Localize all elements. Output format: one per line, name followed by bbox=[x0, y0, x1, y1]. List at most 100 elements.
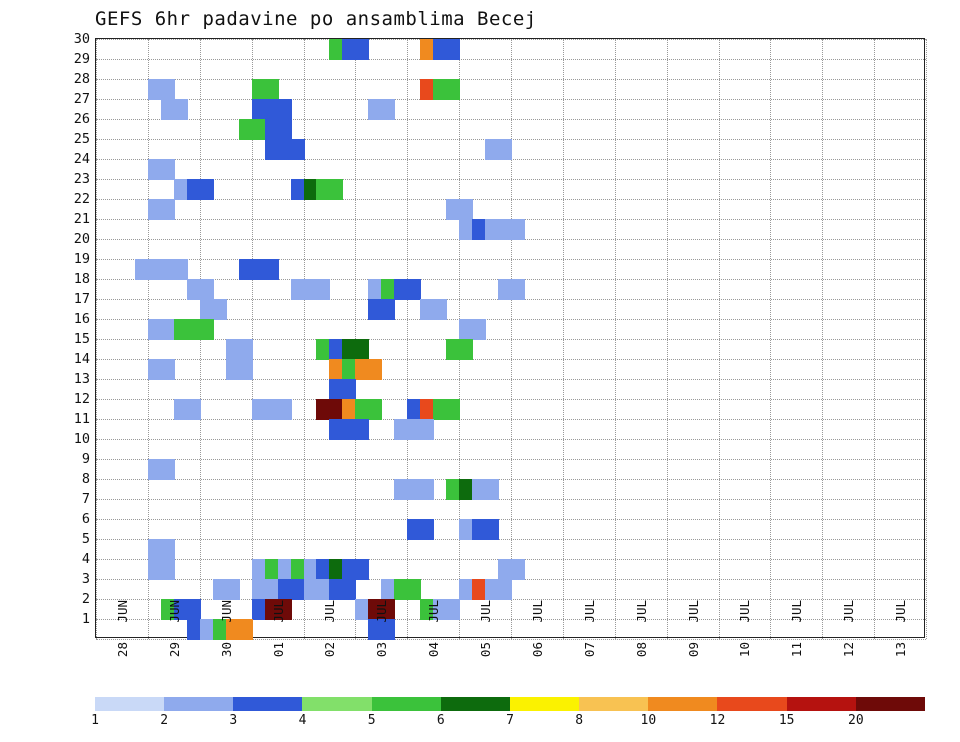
heatmap-cell bbox=[394, 579, 421, 600]
heatmap-cell bbox=[329, 379, 356, 400]
heatmap-cell bbox=[472, 519, 499, 540]
heatmap-cell bbox=[316, 179, 343, 200]
x-tick-date-label: 07 bbox=[582, 642, 596, 657]
horizontal-gridline bbox=[96, 379, 926, 380]
y-tick-label: 4 bbox=[48, 551, 90, 567]
heatmap-cell bbox=[148, 559, 175, 580]
horizontal-gridline bbox=[96, 539, 926, 540]
x-tick-date-label: 29 bbox=[167, 642, 181, 657]
horizontal-gridline bbox=[96, 519, 926, 520]
horizontal-gridline bbox=[96, 119, 926, 120]
chart-title: GEFS 6hr padavine po ansamblima Becej bbox=[95, 8, 537, 30]
y-tick-label: 17 bbox=[48, 291, 90, 307]
heatmap-cell bbox=[329, 579, 356, 600]
colorbar-tick-label: 7 bbox=[506, 713, 514, 728]
heatmap-cell bbox=[485, 579, 512, 600]
colorbar-segment bbox=[302, 697, 371, 711]
heatmap-cell bbox=[498, 559, 525, 580]
x-tick-month-label: JUN bbox=[167, 600, 181, 623]
heatmap-cell bbox=[485, 139, 512, 160]
horizontal-gridline bbox=[96, 59, 926, 60]
x-tick-month-label: JUL bbox=[374, 600, 388, 623]
y-tick-label: 3 bbox=[48, 571, 90, 587]
heatmap-cell bbox=[342, 339, 369, 360]
heatmap-cell bbox=[148, 319, 175, 340]
heatmap-cell bbox=[200, 299, 227, 320]
colorbar-tick-label: 2 bbox=[160, 713, 168, 728]
y-tick-label: 5 bbox=[48, 531, 90, 547]
colorbar-tick-label: 4 bbox=[299, 713, 307, 728]
heatmap-cell bbox=[213, 579, 240, 600]
heatmap-cell bbox=[148, 459, 175, 480]
heatmap-cell bbox=[187, 279, 214, 300]
heatmap-cell bbox=[187, 319, 214, 340]
heatmap-cell bbox=[394, 279, 421, 300]
y-tick-label: 7 bbox=[48, 491, 90, 507]
heatmap-cell bbox=[342, 559, 369, 580]
heatmap-cell bbox=[226, 339, 253, 360]
y-tick-label: 18 bbox=[48, 271, 90, 287]
x-tick-date-label: 06 bbox=[530, 642, 544, 657]
chart-root: GEFS 6hr padavine po ansamblima Becej 30… bbox=[0, 0, 960, 742]
x-tick-date-label: 05 bbox=[478, 642, 492, 657]
horizontal-gridline bbox=[96, 99, 926, 100]
horizontal-gridline bbox=[96, 199, 926, 200]
heatmap-cell bbox=[459, 319, 486, 340]
x-tick-month-label: JUL bbox=[841, 600, 855, 623]
horizontal-gridline bbox=[96, 499, 926, 500]
colorbar: 1 2 3 4 5 6 7 8 10 12 15 20 bbox=[95, 697, 925, 711]
y-tick-label: 14 bbox=[48, 351, 90, 367]
x-tick-date-label: 13 bbox=[893, 642, 907, 657]
x-tick-month-label: JUL bbox=[530, 600, 544, 623]
x-tick-date-label: 30 bbox=[219, 642, 233, 657]
colorbar-segment bbox=[95, 697, 164, 711]
y-tick-label: 16 bbox=[48, 311, 90, 327]
x-tick-month-label: JUL bbox=[686, 600, 700, 623]
y-tick-label: 24 bbox=[48, 151, 90, 167]
heatmap-cell bbox=[265, 119, 292, 140]
heatmap-cell bbox=[252, 79, 279, 100]
horizontal-gridline bbox=[96, 419, 926, 420]
y-tick-label: 27 bbox=[48, 91, 90, 107]
x-tick-date-label: 12 bbox=[841, 642, 855, 657]
heatmap-cell bbox=[433, 39, 460, 60]
colorbar-segment bbox=[579, 697, 648, 711]
horizontal-gridline bbox=[96, 399, 926, 400]
colorbar-segment bbox=[787, 697, 856, 711]
colorbar-tick-label: 3 bbox=[229, 713, 237, 728]
x-tick-month-label: JUL bbox=[271, 600, 285, 623]
colorbar-segment bbox=[441, 697, 510, 711]
horizontal-gridline bbox=[96, 439, 926, 440]
y-tick-label: 9 bbox=[48, 451, 90, 467]
colorbar-segment bbox=[372, 697, 441, 711]
x-tick-month-label: JUN bbox=[219, 600, 233, 623]
colorbar-tick-label: 1 bbox=[91, 713, 99, 728]
heatmap-cell bbox=[252, 259, 279, 280]
heatmap-cell bbox=[368, 299, 395, 320]
x-tick-date-label: 28 bbox=[115, 642, 129, 657]
heatmap-cell bbox=[472, 479, 499, 500]
heatmap-cell bbox=[161, 99, 188, 120]
heatmap-cell bbox=[304, 279, 331, 300]
colorbar-segment bbox=[164, 697, 233, 711]
heatmap-cell bbox=[174, 399, 201, 420]
y-tick-label: 15 bbox=[48, 331, 90, 347]
horizontal-gridline bbox=[96, 39, 926, 40]
heatmap-cell bbox=[498, 219, 525, 240]
x-tick-month-label: JUL bbox=[893, 600, 907, 623]
heatmap-cell bbox=[355, 359, 382, 380]
horizontal-gridline bbox=[96, 179, 926, 180]
heatmap-cell bbox=[407, 519, 434, 540]
colorbar-tick-label: 20 bbox=[848, 713, 864, 728]
heatmap-cell bbox=[420, 299, 447, 320]
heatmap-cell bbox=[239, 119, 266, 140]
horizontal-gridline bbox=[96, 79, 926, 80]
x-tick-date-label: 03 bbox=[374, 642, 388, 657]
x-tick-date-label: 10 bbox=[737, 642, 751, 657]
x-tick-month-label: JUL bbox=[634, 600, 648, 623]
y-tick-label: 12 bbox=[48, 391, 90, 407]
heatmap-cell bbox=[278, 139, 305, 160]
y-tick-label: 21 bbox=[48, 211, 90, 227]
y-tick-label: 30 bbox=[48, 31, 90, 47]
colorbar-tick-label: 6 bbox=[437, 713, 445, 728]
